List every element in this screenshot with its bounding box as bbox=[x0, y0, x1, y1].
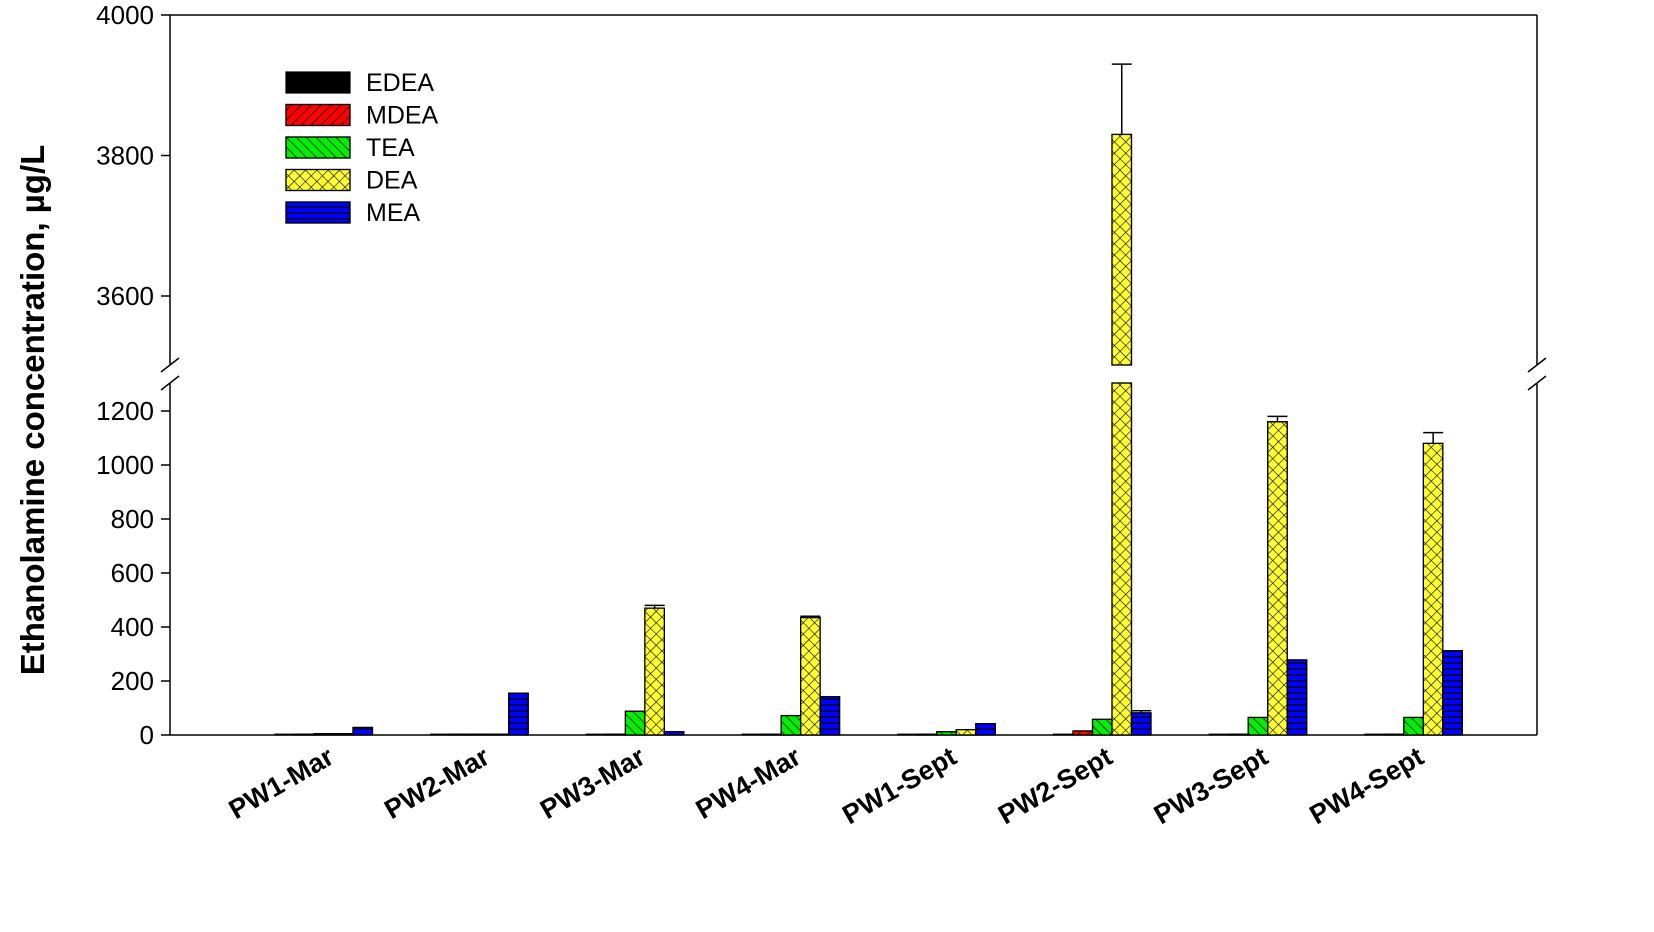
bar-edea bbox=[1208, 733, 1230, 736]
x-category-label: PW1-Sept bbox=[837, 741, 961, 830]
bar-pattern-mdea bbox=[605, 733, 627, 736]
bar-pattern-mdea bbox=[1383, 733, 1405, 736]
bar-pattern-mea bbox=[819, 696, 841, 736]
x-category-label: PW3-Sept bbox=[1149, 741, 1273, 830]
y-tick-label: 800 bbox=[111, 504, 154, 534]
y-tick-label: 0 bbox=[140, 720, 154, 750]
bar-pattern-dea bbox=[1267, 421, 1288, 736]
legend-label-tea: TEA bbox=[366, 134, 415, 162]
bar-edea bbox=[897, 733, 918, 736]
bar-pattern-mdea bbox=[760, 733, 782, 736]
x-category-label: PW4-Mar bbox=[691, 741, 806, 825]
bar-pattern-mea bbox=[663, 731, 685, 736]
bar-pattern-tea bbox=[469, 733, 490, 736]
bar-pattern-mea bbox=[1286, 659, 1308, 736]
y-tick-label: 600 bbox=[111, 558, 154, 588]
x-category-label: PW3-Mar bbox=[535, 741, 650, 825]
x-category-label: PW4-Sept bbox=[1305, 741, 1429, 830]
bar-pattern-dea bbox=[488, 733, 510, 736]
bar-pattern-dea bbox=[955, 728, 977, 736]
legend-swatch-pattern-mdea bbox=[285, 103, 351, 127]
bar-pattern-mea bbox=[1130, 712, 1152, 736]
legend-swatch-pattern-mea bbox=[285, 201, 351, 224]
bar-series bbox=[274, 133, 1464, 736]
y-tick-label: 4000 bbox=[96, 0, 154, 30]
bar-pattern-dea bbox=[644, 607, 666, 736]
bar-pattern-mdea bbox=[916, 733, 938, 736]
x-category-label: PW2-Mar bbox=[379, 741, 494, 825]
bar-pattern-tea bbox=[1403, 716, 1425, 736]
legend: EDEA MDEA TEA DEA MEA bbox=[285, 69, 439, 227]
legend-label-mea: MEA bbox=[366, 199, 421, 227]
bar-pattern-dea bbox=[1111, 133, 1133, 366]
y-tick-label: 3800 bbox=[96, 141, 154, 171]
bar-edea bbox=[430, 733, 451, 736]
plot-frame bbox=[160, 14, 1547, 736]
bar-edea bbox=[1052, 733, 1074, 736]
x-category-label: PW1-Mar bbox=[224, 741, 339, 825]
legend-swatch-edea bbox=[285, 71, 351, 94]
y-tick-label: 1200 bbox=[96, 396, 154, 426]
bar-pattern-mdea bbox=[1072, 730, 1094, 736]
y-tick-label: 3600 bbox=[96, 281, 154, 311]
bar-pattern-tea bbox=[936, 731, 957, 736]
axis-break-mark-bottom bbox=[1527, 375, 1547, 391]
y-tick-label: 1000 bbox=[96, 450, 154, 480]
axis-break-mark-top bbox=[1527, 357, 1547, 373]
bar-pattern-mdea bbox=[293, 733, 315, 736]
bar-pattern-tea bbox=[1247, 716, 1269, 736]
y-axis-ticks: 0 200 400 600 800 1000 1200 3600 3800 4000 bbox=[96, 0, 170, 750]
legend-label-mdea: MDEA bbox=[366, 102, 439, 130]
legend-swatch-pattern-tea bbox=[285, 136, 351, 159]
bar-pattern-mdea bbox=[1228, 733, 1249, 736]
bar-pattern-mea bbox=[352, 726, 374, 736]
bar-pattern-mea bbox=[975, 723, 996, 736]
bar-pattern-tea bbox=[313, 733, 335, 736]
bar-pattern-dea bbox=[1111, 382, 1133, 736]
bar-pattern-tea bbox=[624, 710, 646, 736]
bar-edea bbox=[741, 733, 763, 736]
bar-pattern-mea bbox=[508, 692, 529, 736]
y-tick-label: 200 bbox=[111, 666, 154, 696]
x-axis-labels: PW1-Mar PW2-Mar PW3-Mar PW4-Mar PW1-Sept PW2-… bbox=[224, 741, 1429, 830]
bar-pattern-tea bbox=[1091, 718, 1113, 736]
y-axis-title: Ethanolamine concentration, µg/L bbox=[14, 145, 51, 676]
legend-label-edea: EDEA bbox=[366, 69, 434, 97]
bar-pattern-dea bbox=[1422, 442, 1444, 736]
bar-pattern-dea bbox=[332, 733, 354, 736]
axis-break-mark-bottom bbox=[160, 375, 180, 391]
error-bars bbox=[644, 63, 1444, 713]
x-category-label: PW2-Sept bbox=[993, 741, 1117, 830]
bar-pattern-mea bbox=[1442, 650, 1464, 736]
legend-swatch-pattern-dea bbox=[285, 168, 351, 192]
bar-edea bbox=[1364, 733, 1386, 736]
bar-edea bbox=[274, 733, 296, 736]
bar-pattern-mdea bbox=[449, 733, 471, 736]
axis-break-mark-top bbox=[160, 357, 180, 373]
y-tick-label: 400 bbox=[111, 612, 154, 642]
bar-pattern-dea bbox=[799, 616, 821, 736]
bar-edea bbox=[585, 733, 607, 736]
bar-pattern-tea bbox=[780, 714, 802, 736]
legend-label-dea: DEA bbox=[366, 167, 418, 195]
